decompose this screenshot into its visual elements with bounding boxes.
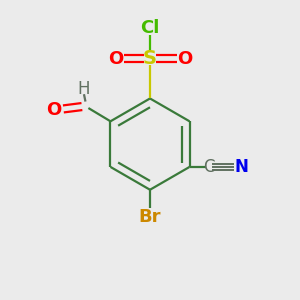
Text: C: C	[203, 158, 214, 176]
Text: O: O	[46, 100, 62, 118]
Text: Cl: Cl	[140, 19, 160, 37]
Text: H: H	[78, 80, 90, 98]
Text: O: O	[108, 50, 123, 68]
Text: S: S	[143, 49, 157, 68]
Text: Br: Br	[139, 208, 161, 226]
Text: O: O	[177, 50, 192, 68]
Text: N: N	[234, 158, 248, 176]
